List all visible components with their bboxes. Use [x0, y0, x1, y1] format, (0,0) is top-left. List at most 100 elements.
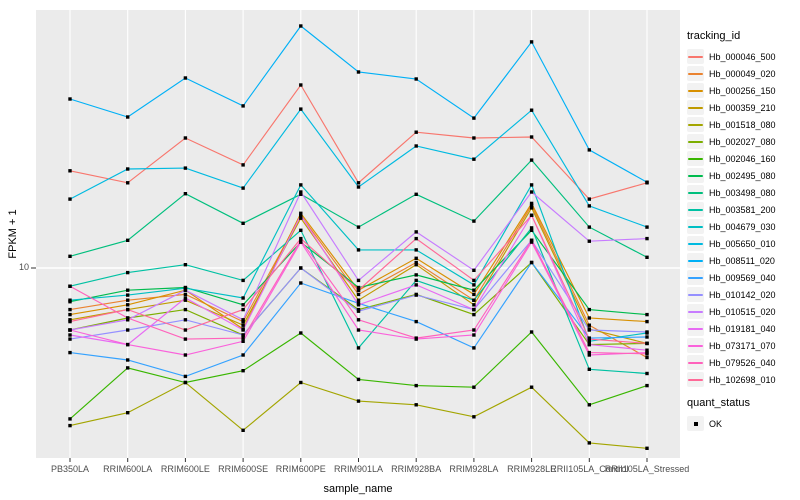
data-point: [68, 312, 72, 317]
legend-line-swatch-icon: [688, 378, 703, 381]
quant-ok-item: OK: [687, 415, 799, 432]
data-point: [183, 76, 188, 80]
data-point: [241, 323, 245, 327]
data-point: [529, 238, 534, 242]
data-point: [183, 328, 188, 332]
legend-label: Hb_002495_080: [709, 170, 776, 181]
data-point: [645, 355, 649, 360]
data-point: [414, 248, 418, 252]
legend-item: Hb_010515_020: [687, 303, 799, 320]
legend-items: Hb_000046_500 Hb_000049_020 Hb_000256_150 H…: [687, 48, 799, 388]
data-point: [472, 346, 476, 350]
data-point: [414, 283, 418, 287]
legend-item: Hb_079526_040: [687, 354, 799, 371]
legend-item: Hb_000049_020: [687, 65, 799, 82]
data-point: [645, 236, 649, 241]
legend-label: Hb_001518_080: [709, 119, 776, 130]
data-point: [299, 183, 303, 187]
data-point: [241, 428, 245, 432]
legend-label: Hb_002046_160: [709, 153, 776, 164]
legend-item: Hb_002027_080: [687, 133, 799, 150]
data-point: [356, 288, 361, 292]
data-point: [645, 383, 649, 388]
data-point: [472, 288, 476, 292]
data-point: [587, 342, 591, 347]
data-point: [126, 293, 130, 297]
data-point: [68, 298, 72, 302]
data-point: [414, 293, 418, 297]
legend-item: Hb_004679_030: [687, 218, 799, 235]
data-point: [68, 423, 72, 428]
data-point: [472, 385, 476, 389]
data-point: [356, 303, 361, 307]
data-point: [241, 353, 245, 357]
quant-ok-label: OK: [709, 418, 723, 429]
data-point: [414, 256, 418, 260]
data-point: [472, 307, 476, 312]
data-point: [356, 292, 361, 297]
x-tick-label: PB350LA: [50, 464, 90, 474]
data-point: [126, 181, 130, 185]
legend-key: [687, 253, 704, 268]
data-point: [645, 371, 649, 376]
legend-key: [687, 83, 704, 98]
legend-key: [687, 49, 704, 64]
data-point: [183, 286, 188, 290]
legend-item: Hb_009569_040: [687, 269, 799, 286]
data-point: [529, 240, 534, 244]
data-point: [472, 278, 476, 283]
legend-key: [687, 134, 704, 149]
data-point: [299, 240, 303, 244]
legend-label: Hb_000049_020: [709, 68, 776, 79]
data-point: [472, 333, 476, 337]
data-point: [587, 225, 591, 229]
legend-label: Hb_005650_010: [709, 238, 776, 249]
legend-label: Hb_002027_080: [709, 136, 776, 147]
legend-key: [687, 168, 704, 183]
data-point: [183, 263, 188, 267]
legend-quant-title: quant_status: [687, 397, 750, 409]
data-point: [299, 190, 303, 194]
data-point: [472, 328, 476, 332]
data-point: [414, 192, 418, 196]
data-point: [645, 341, 649, 346]
legend-label: Hb_009569_040: [709, 272, 776, 283]
data-point: [126, 238, 130, 242]
legend-line-swatch-icon: [688, 174, 703, 177]
data-point: [472, 298, 476, 302]
data-point: [356, 181, 361, 185]
data-point: [241, 186, 245, 190]
data-point: [645, 225, 649, 229]
data-point: [299, 83, 303, 87]
data-point: [241, 319, 245, 324]
data-point: [414, 403, 418, 407]
legend-key: [687, 66, 704, 81]
legend-line-swatch-icon: [688, 208, 703, 211]
data-point: [529, 206, 534, 210]
data-point: [183, 307, 188, 312]
data-point: [587, 323, 591, 327]
data-point: [529, 108, 534, 112]
legend-line-swatch-icon: [688, 225, 703, 228]
data-point: [529, 135, 534, 139]
data-point: [356, 377, 361, 382]
legend-line-swatch-icon: [688, 259, 703, 262]
data-point: [68, 318, 72, 322]
data-point: [68, 333, 72, 337]
data-point: [529, 201, 534, 206]
x-tick-label: RRIM901LA: [333, 464, 384, 474]
legend-line-swatch-icon: [688, 55, 703, 58]
data-point: [587, 316, 591, 320]
legend-key: [687, 117, 704, 132]
data-point: [356, 285, 361, 290]
data-point: [126, 167, 130, 171]
data-point: [299, 213, 303, 217]
data-point: [356, 346, 361, 350]
data-point: [241, 163, 245, 167]
legend-item: Hb_001518_080: [687, 116, 799, 133]
quant-ok-key: [687, 416, 704, 431]
data-point: [356, 278, 361, 283]
legend-line-swatch-icon: [688, 310, 703, 313]
legend-item: Hb_010142_020: [687, 286, 799, 303]
data-point: [299, 380, 303, 385]
